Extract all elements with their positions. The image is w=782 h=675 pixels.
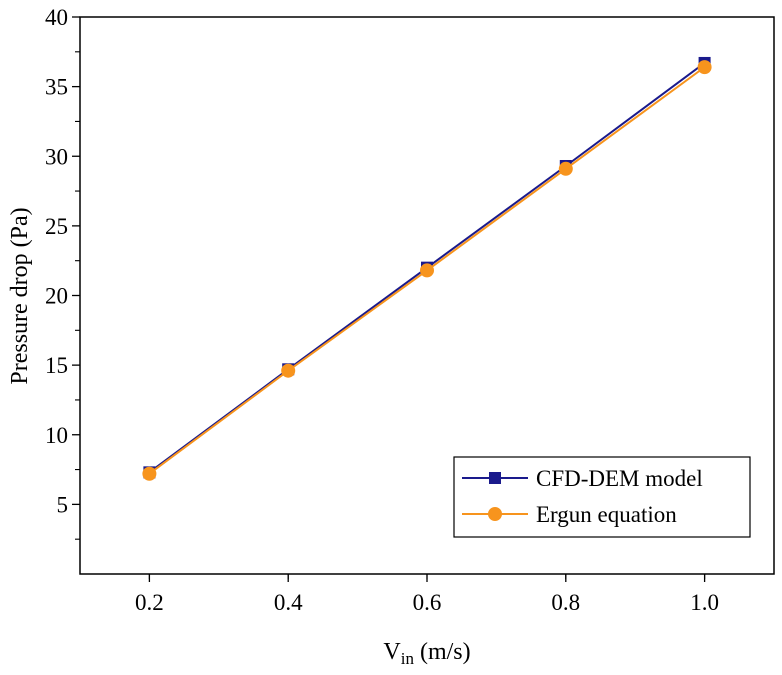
legend-box: [453, 456, 751, 538]
x-axis-label-unit: (m/s): [414, 639, 471, 665]
x-axis-label-main: V: [383, 639, 401, 665]
x-tick-label: 0.2: [135, 590, 164, 615]
y-tick-label: 15: [45, 353, 68, 378]
y-tick-label: 30: [45, 144, 68, 169]
legend-marker-cfd-dem: [489, 472, 501, 484]
legend-item-cfd-dem: CFD-DEM model: [462, 466, 703, 491]
legend-label-ergun: Ergun equation: [536, 502, 677, 527]
data-point-ergun: [281, 363, 296, 378]
x-tick-label: 0.8: [551, 590, 580, 615]
x-axis-label-subscript: in: [401, 649, 415, 668]
y-tick-label: 5: [57, 492, 69, 517]
data-point-ergun: [558, 161, 573, 176]
legend-label-cfd-dem: CFD-DEM model: [536, 466, 703, 491]
x-axis: 0.2 0.4 0.6 0.8 1.0: [135, 574, 719, 615]
x-tick-label: 1.0: [690, 590, 719, 615]
x-tick-label: 0.4: [274, 590, 303, 615]
series-layer: [142, 56, 712, 481]
x-axis-label: Vin (m/s): [383, 639, 470, 668]
y-tick-label: 25: [45, 214, 68, 239]
y-tick-label: 40: [45, 5, 68, 30]
data-point-ergun: [142, 466, 157, 481]
y-axis-label: Pressure drop (Pa): [7, 207, 33, 384]
legend-item-ergun: Ergun equation: [462, 502, 677, 527]
data-point-ergun: [420, 263, 434, 278]
y-tick-label: 35: [45, 75, 68, 100]
y-tick-label: 20: [45, 284, 68, 309]
x-tick-label: 0.6: [413, 590, 442, 615]
legend-marker-ergun: [488, 507, 502, 521]
legend: CFD-DEM model Ergun equation: [453, 456, 751, 538]
data-point-ergun: [697, 60, 712, 75]
y-tick-label: 10: [45, 423, 68, 448]
y-axis: 5 10 15 20 25 30 35 40: [45, 5, 80, 540]
